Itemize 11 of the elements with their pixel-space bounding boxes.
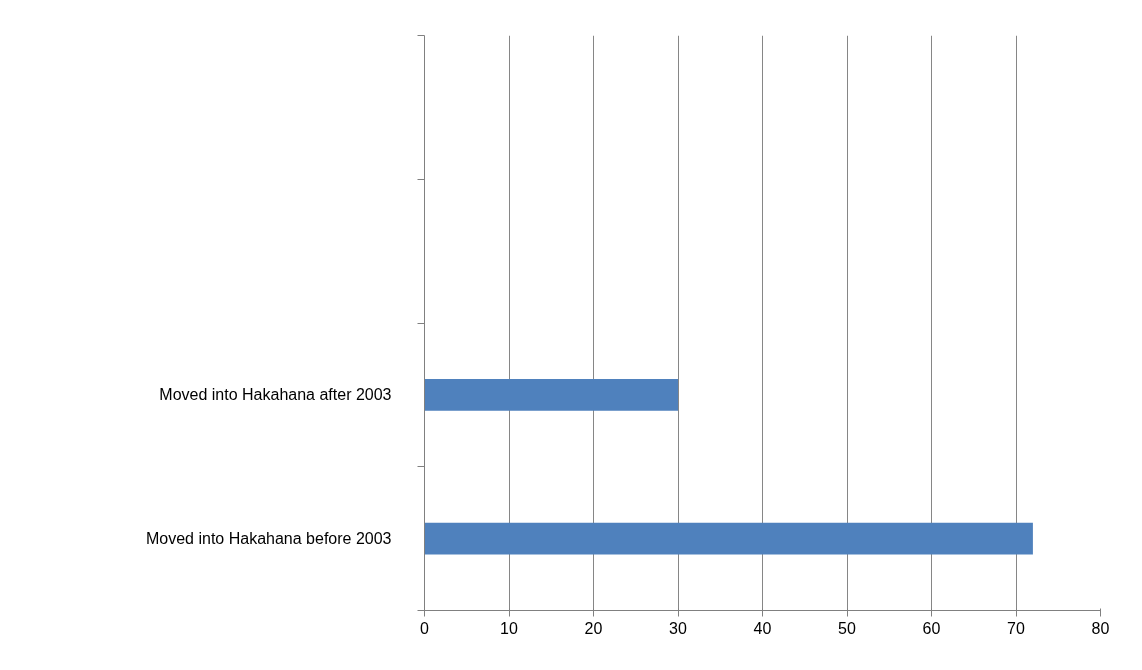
x-tick-label: 20 bbox=[584, 619, 603, 637]
x-tick-label: 30 bbox=[669, 619, 687, 637]
x-tick-label: 40 bbox=[753, 619, 772, 637]
y-tick-label: Moved into Hakahana after 2003 bbox=[159, 386, 392, 404]
x-tick-label: 0 bbox=[420, 619, 430, 637]
x-tick-label: 70 bbox=[1007, 619, 1025, 637]
y-tick-label: Moved into Hakahana before 2003 bbox=[145, 530, 392, 548]
x-tick-label: 60 bbox=[922, 619, 941, 637]
x-tick-label: 10 bbox=[500, 619, 518, 637]
x-tick-label: 80 bbox=[1091, 619, 1110, 637]
x-tick-label: 50 bbox=[838, 619, 856, 637]
